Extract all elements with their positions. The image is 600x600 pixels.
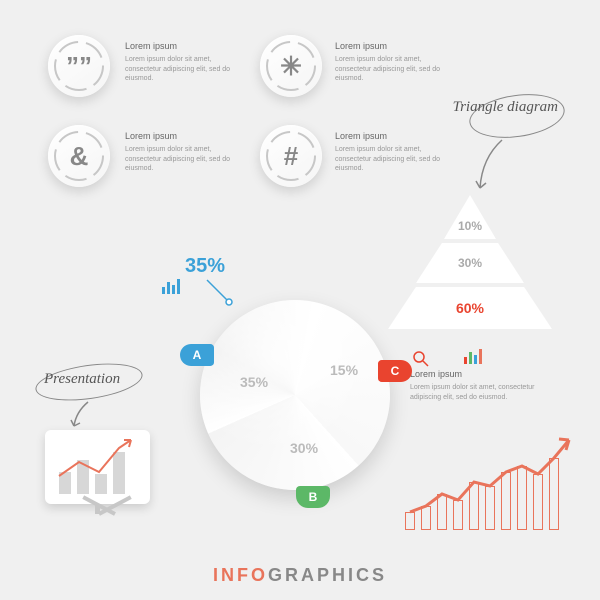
triangle-arrow-icon	[472, 138, 512, 198]
pie-chart: 35% 30% 15% A B C	[200, 300, 390, 490]
presentation-board	[45, 430, 150, 530]
text-quote: Lorem ipsumLorem ipsum dolor sit amet, c…	[125, 40, 245, 83]
ampersand-icon: &	[70, 141, 89, 172]
mini-chart-icon-2	[162, 278, 180, 294]
presentation-arrow-icon	[68, 400, 98, 432]
badge-quote: ””	[48, 35, 110, 97]
pie-pct-b: 30%	[290, 440, 318, 456]
asterisk-icon: ✳	[280, 51, 302, 82]
pie-tab-a: A	[180, 344, 214, 366]
hash-icon: #	[284, 141, 298, 172]
pie-tab-c: C	[378, 360, 412, 382]
triangle-diagram: 10% 30% 60%	[390, 195, 550, 335]
triangle-label: Triangle diagram	[453, 100, 558, 116]
magnifier-icon	[412, 350, 430, 368]
text-hash: Lorem ipsumLorem ipsum dolor sit amet, c…	[335, 130, 455, 173]
triangle-label-ellipse	[467, 89, 568, 144]
text-asterisk: Lorem ipsumLorem ipsum dolor sit amet, c…	[335, 40, 455, 83]
text-ampersand: Lorem ipsumLorem ipsum dolor sit amet, c…	[125, 130, 245, 173]
pyramid-level-1: 10%	[444, 195, 496, 239]
pie-callout: 35%	[185, 255, 225, 278]
footer-title: INFOGRAPHICS	[0, 565, 600, 586]
pie-tab-b: B	[296, 486, 330, 508]
pyramid-level-2: 30%	[416, 243, 524, 283]
mini-chart-icon	[464, 348, 482, 364]
pyramid-level-3: 60%	[388, 287, 552, 329]
presentation-label: Presentation	[44, 371, 120, 388]
pie-pct-c: 15%	[330, 362, 358, 378]
growth-chart	[405, 420, 565, 530]
pie-pct-a: 35%	[240, 374, 268, 390]
badge-asterisk: ✳	[260, 35, 322, 97]
badge-ampersand: &	[48, 125, 110, 187]
quote-icon: ””	[66, 51, 92, 82]
triangle-note: Lorem ipsumLorem ipsum dolor sit amet, c…	[410, 368, 540, 402]
badge-hash: #	[260, 125, 322, 187]
